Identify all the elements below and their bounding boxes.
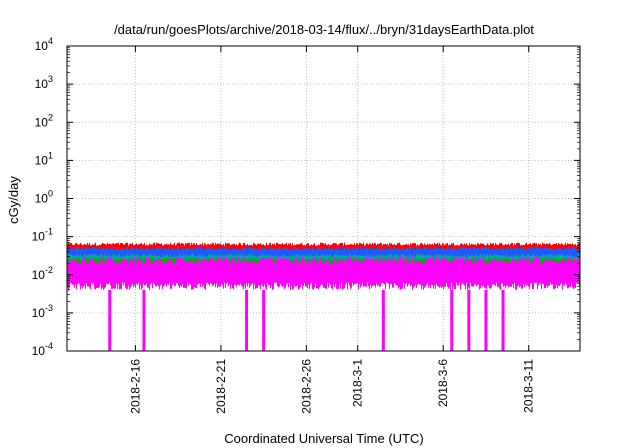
x-tick-label: 2018-3-11 — [522, 359, 536, 413]
x-axis-label: Coordinated Universal Time (UTC) — [224, 431, 423, 446]
y-tick-label: 10-1 — [32, 227, 53, 244]
chart-title: /data/run/goesPlots/archive/2018-03-14/f… — [114, 22, 534, 37]
ticks: 10-4 10-3 10-2 10-1 100 101 102 103 104 2018-2-16… — [32, 36, 580, 414]
x-tick-label: 2018-2-26 — [299, 359, 313, 414]
y-tick-label: 102 — [35, 112, 53, 129]
x-tick-label: 2018-2-21 — [214, 359, 228, 414]
y-tick-label: 104 — [35, 36, 53, 53]
series-5-dropout — [108, 289, 112, 351]
series-5-dropout — [484, 289, 488, 351]
y-axis-label: cGy/day — [6, 176, 21, 224]
y-tick-label: 10-2 — [32, 265, 53, 282]
y-tick-label: 103 — [35, 74, 53, 91]
series-5-dropout — [262, 289, 266, 351]
series-5-dropout — [245, 289, 249, 351]
series-5-dropout — [142, 289, 146, 351]
series-5-dropout — [450, 289, 454, 351]
x-tick-label: 2018-3-6 — [436, 359, 450, 407]
y-tick-label: 10-4 — [32, 341, 53, 358]
series-group — [66, 242, 581, 351]
x-tick-label: 2018-2-16 — [128, 359, 142, 414]
y-tick-label: 100 — [35, 189, 53, 206]
y-tick-label: 101 — [35, 150, 53, 167]
series-5-dropout — [381, 289, 385, 351]
x-tick-label: 2018-3-1 — [351, 359, 365, 407]
y-tick-label: 10-3 — [32, 303, 53, 320]
series-5-dropout — [501, 289, 505, 351]
series-5-dropout — [467, 289, 471, 351]
